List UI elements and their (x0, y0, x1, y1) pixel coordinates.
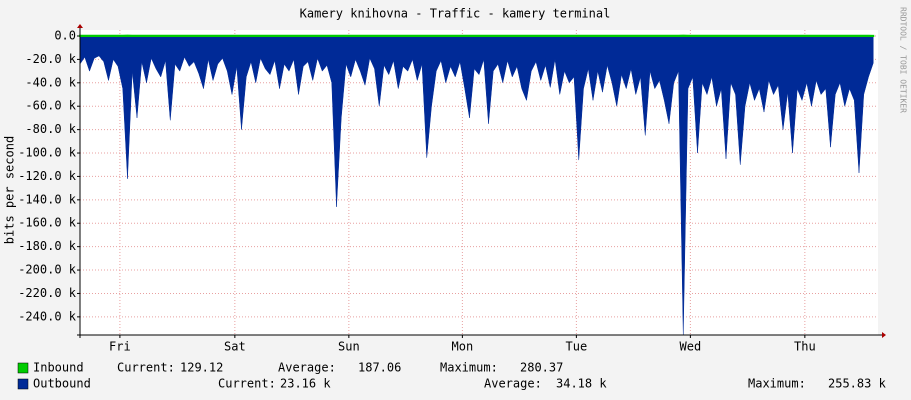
legend-stat-value: 187.06 (358, 361, 401, 375)
y-tick-label: -60.0 k (25, 99, 76, 113)
legend-stat-value: 34.18 k (556, 377, 607, 391)
x-tick-label: Fri (109, 340, 131, 354)
legend-label: Inbound (33, 361, 84, 375)
legend-stat-label: Maximum: (748, 377, 806, 391)
y-tick-label: -220.0 k (18, 286, 77, 300)
legend-stat-label: Current: (218, 377, 276, 391)
y-tick-label: 0.0 (54, 29, 76, 43)
y-tick-label: -240.0 k (18, 309, 77, 323)
x-tick-label: Tue (566, 340, 588, 354)
legend-stat-value: 280.37 (520, 361, 563, 375)
legend-stat-value: 129.12 (180, 361, 223, 375)
x-tick-label: Sun (338, 340, 360, 354)
legend-stat-label: Current: (117, 361, 175, 375)
y-tick-label: -100.0 k (18, 146, 77, 160)
y-tick-label: -20.0 k (25, 52, 76, 66)
x-axis-arrow (882, 332, 886, 338)
outbound-area (79, 35, 874, 336)
y-tick-label: -160.0 k (18, 216, 77, 230)
x-tick-label: Wed (680, 340, 702, 354)
y-axis-arrow (77, 24, 83, 28)
legend-stat-label: Average: (484, 377, 542, 391)
chart-title: Kamery knihovna - Traffic - kamery termi… (300, 7, 611, 21)
legend-stat-value: 23.16 k (280, 377, 331, 391)
x-tick-label: Mon (452, 340, 474, 354)
y-tick-label: -40.0 k (25, 75, 76, 89)
legend-stat-value: 255.83 k (828, 377, 887, 391)
legend-swatch (17, 378, 29, 390)
y-tick-label: -120.0 k (18, 169, 77, 183)
legend-stat-label: Maximum: (440, 361, 498, 375)
y-tick-label: -80.0 k (25, 122, 76, 136)
y-axis-label: bits per second (3, 136, 17, 244)
x-tick-label: Thu (794, 340, 816, 354)
y-tick-label: -200.0 k (18, 263, 77, 277)
legend-stat-label: Average: (278, 361, 336, 375)
legend-label: Outbound (33, 377, 91, 391)
y-tick-label: -180.0 k (18, 239, 77, 253)
x-tick-label: Sat (224, 340, 246, 354)
watermark: RRDTOOL / TOBI OETIKER (899, 7, 908, 113)
legend-swatch (17, 362, 29, 374)
y-tick-label: -140.0 k (18, 192, 77, 206)
